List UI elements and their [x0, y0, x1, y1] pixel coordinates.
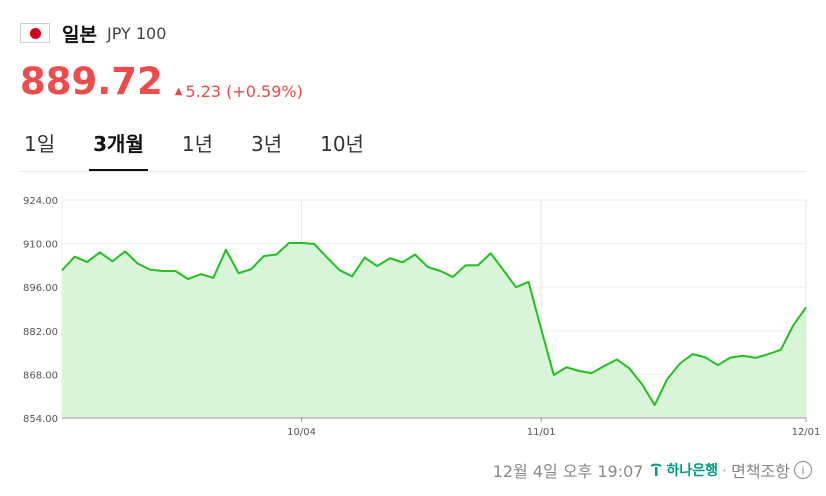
currency-header: 일본 JPY 100: [20, 18, 166, 48]
data-point: [149, 269, 151, 271]
x-tick-label: 10/04: [287, 427, 316, 438]
current-price: 889.72: [20, 60, 163, 103]
data-point: [313, 243, 315, 245]
data-point: [603, 365, 605, 367]
data-point: [301, 242, 303, 244]
data-point: [238, 272, 240, 274]
data-point: [767, 353, 769, 355]
country-name: 일본: [62, 23, 97, 46]
data-point: [439, 270, 441, 272]
data-point: [124, 250, 126, 252]
area-fill: [62, 242, 806, 418]
data-point: [553, 374, 555, 376]
y-tick-label: 882.00: [23, 327, 58, 338]
update-timestamp: 12월 4일 오후 19:07: [492, 462, 644, 481]
data-point: [401, 261, 403, 263]
data-point: [74, 256, 76, 258]
data-point: [389, 257, 391, 259]
data-point: [666, 378, 668, 380]
data-point: [200, 273, 202, 275]
data-point: [628, 367, 630, 369]
data-point: [742, 355, 744, 357]
data-point: [792, 324, 794, 326]
data-point: [275, 254, 277, 256]
tab-divider: [20, 171, 806, 172]
quote-row: 889.72 ▲ 5.23 (+0.59%): [20, 60, 303, 103]
change-value: 5.23: [185, 82, 222, 101]
currency-code: JPY 100: [106, 23, 167, 43]
data-point: [729, 357, 731, 359]
tab-10-years[interactable]: 10년: [320, 132, 364, 156]
period-tabs: 1일 3개월 1년 3년 10년: [20, 120, 398, 171]
tab-1-year[interactable]: 1년: [181, 132, 213, 156]
data-point: [780, 349, 782, 351]
data-point: [565, 366, 567, 368]
data-point: [540, 328, 542, 330]
data-point: [591, 372, 593, 374]
data-point: [477, 264, 479, 266]
data-point: [755, 357, 757, 359]
change-percent: (+0.59%): [226, 82, 303, 101]
x-tick-label: 12/01: [792, 427, 821, 438]
data-point: [351, 275, 353, 277]
data-point: [717, 364, 719, 366]
data-point: [338, 269, 340, 271]
data-point: [427, 266, 429, 268]
data-point: [452, 276, 454, 278]
data-point: [86, 261, 88, 263]
tab-3-years[interactable]: 3년: [250, 132, 283, 156]
data-point: [704, 356, 706, 358]
data-point: [225, 249, 227, 251]
bank-source: 하나은행: [649, 460, 718, 480]
data-point: [692, 353, 694, 355]
info-icon[interactable]: i: [794, 461, 812, 479]
triangle-up-icon: ▲: [174, 86, 183, 97]
y-tick-label: 868.00: [23, 370, 58, 381]
y-tick-label: 910.00: [23, 240, 58, 251]
data-point: [654, 404, 656, 406]
data-point: [376, 265, 378, 267]
disclaimer-link[interactable]: 면책조항: [731, 462, 790, 481]
data-point: [465, 264, 467, 266]
data-point: [805, 306, 807, 308]
data-point: [99, 251, 101, 253]
data-point: [414, 254, 416, 256]
data-point: [288, 242, 290, 244]
data-point: [326, 256, 328, 258]
data-point: [111, 260, 113, 262]
data-point: [502, 269, 504, 271]
data-point: [641, 383, 643, 385]
chart-footer: 12월 4일 오후 19:07 하나은행 · 면책조항 i: [493, 458, 812, 482]
y-tick-label: 924.00: [23, 196, 58, 207]
data-point: [364, 257, 366, 259]
data-point: [528, 281, 530, 283]
data-point: [212, 277, 214, 279]
data-point: [515, 286, 517, 288]
hana-bank-logo-icon: [650, 463, 662, 476]
bank-name: 하나은행: [666, 463, 719, 479]
data-point: [490, 252, 492, 254]
price-change: ▲ 5.23 (+0.59%): [175, 82, 303, 101]
data-point: [162, 270, 164, 272]
data-point: [250, 268, 252, 270]
series-line: [61, 241, 807, 406]
data-point: [61, 269, 63, 271]
data-point: [616, 358, 618, 360]
data-point: [263, 255, 265, 257]
tab-3-months[interactable]: 3개월: [89, 120, 148, 171]
y-tick-label: 854.00: [23, 414, 58, 425]
exchange-rate-chart[interactable]: 924.00 910.00 896.00 882.00 868.00 854.00 10/0…: [0, 180, 826, 440]
japan-flag-icon: [20, 23, 50, 43]
separator-dot: ·: [722, 460, 728, 480]
y-tick-label: 896.00: [23, 283, 58, 294]
x-tick-label: 11/01: [527, 427, 556, 438]
data-point: [187, 278, 189, 280]
tab-1-day[interactable]: 1일: [24, 132, 56, 156]
data-point: [679, 363, 681, 365]
data-point: [137, 263, 139, 265]
data-point: [174, 270, 176, 272]
data-point: [578, 370, 580, 372]
